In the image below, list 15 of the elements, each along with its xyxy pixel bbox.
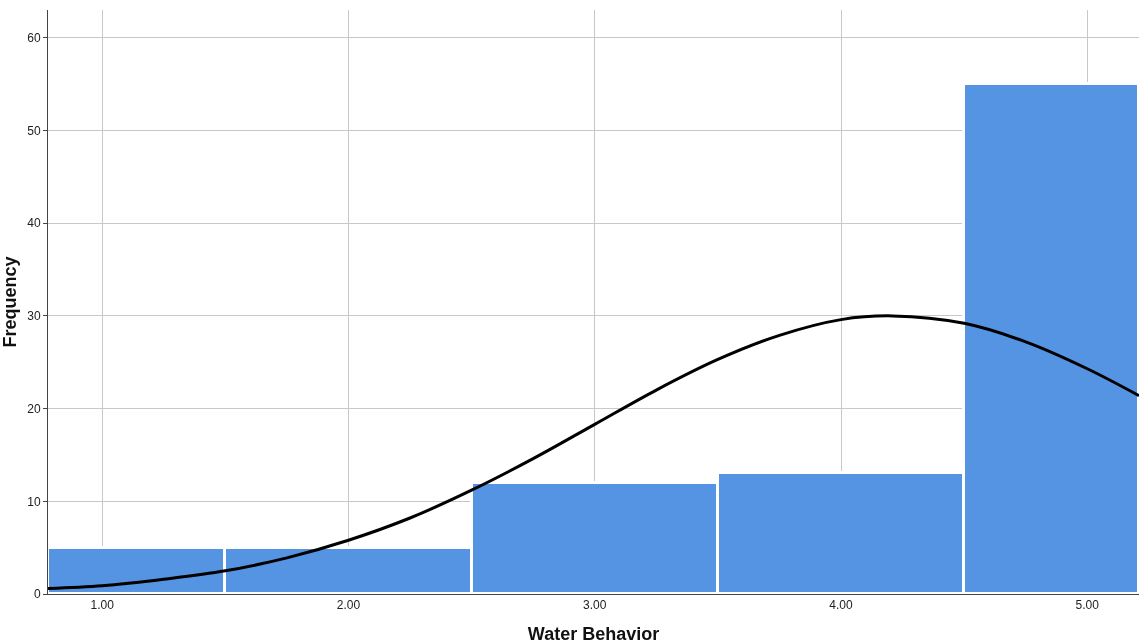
x-tick-label: 4.00 — [829, 598, 854, 613]
y-axis-title: Frequency — [0, 256, 20, 348]
x-tick-label: 1.00 — [90, 598, 115, 613]
y-tick-label: 20 — [27, 401, 41, 416]
y-tick-label: 0 — [33, 587, 41, 602]
x-tick-label: 3.00 — [583, 598, 607, 613]
x-axis-title: Water Behavior — [527, 623, 660, 644]
y-tick-label: 60 — [27, 31, 41, 46]
line-series — [48, 314, 1139, 590]
y-tick-label: 40 — [27, 216, 41, 231]
y-tick-label: 30 — [27, 309, 41, 324]
y-tick-label: 10 — [27, 494, 41, 509]
y-tick-label: 50 — [27, 123, 41, 138]
x-tick-label: 2.00 — [336, 598, 361, 613]
x-tick-label: 5.00 — [1075, 598, 1100, 613]
